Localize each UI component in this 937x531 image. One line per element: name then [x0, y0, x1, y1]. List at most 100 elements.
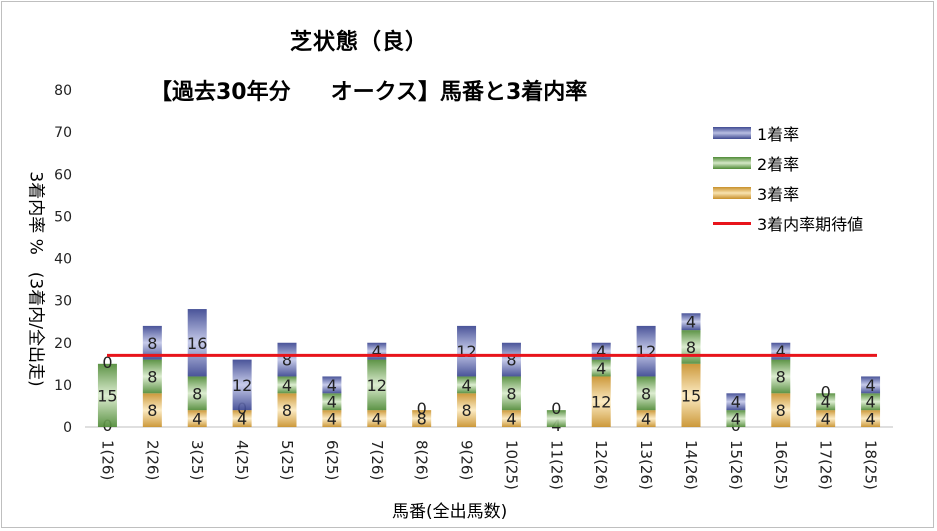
x-tick-label: 9(26) — [458, 440, 476, 480]
x-tick-label: 10(25) — [502, 440, 520, 490]
chart-subtitle-part-2: オークス】馬番と3着内率 — [330, 80, 588, 105]
data-label: 4 — [821, 410, 831, 429]
data-label: 4 — [372, 342, 382, 361]
data-label: 4 — [776, 342, 786, 361]
data-label: 12 — [636, 342, 656, 361]
data-label: 4 — [596, 342, 606, 361]
x-tick-label: 6(25) — [323, 440, 341, 480]
legend: 1着率 2着率 3着率 3着内率期待値 — [713, 118, 863, 238]
data-label: 4 — [596, 359, 606, 378]
bar-segment — [636, 376, 656, 411]
bar-segment — [97, 363, 117, 427]
legend-item-1st: 1着率 — [713, 118, 863, 148]
data-label: 8 — [282, 351, 292, 370]
bar-segment — [142, 393, 162, 427]
bar-segment — [277, 342, 297, 377]
x-tick-label: 14(26) — [682, 440, 700, 490]
bar-segment — [681, 363, 701, 427]
legend-item-expected: 3着内率期待値 — [713, 208, 863, 238]
bar-segment — [501, 410, 521, 427]
bar-segment — [367, 359, 387, 411]
data-label: 4 — [865, 393, 875, 412]
x-tick-label: 13(26) — [637, 440, 655, 490]
data-label: 4 — [327, 410, 337, 429]
legend-swatch-1st — [713, 127, 751, 139]
y-tick-label: 10 — [54, 378, 72, 394]
data-label: 15 — [681, 386, 701, 405]
bar-segment — [771, 393, 791, 427]
data-label: 8 — [282, 401, 292, 420]
data-label: 8 — [506, 384, 516, 403]
bar-segment — [501, 376, 521, 411]
data-label: 8 — [776, 401, 786, 420]
data-label: 4 — [641, 410, 651, 429]
data-label: 4 — [327, 376, 337, 395]
data-label: 15 — [97, 386, 117, 405]
data-label: 8 — [147, 334, 157, 353]
data-label: 8 — [192, 384, 202, 403]
bar-segment — [816, 410, 836, 427]
data-label: 4 — [282, 376, 292, 395]
bar-segment — [546, 410, 566, 427]
bar-segment — [681, 313, 701, 331]
data-label: 8 — [641, 384, 651, 403]
data-label: 4 — [865, 376, 875, 395]
data-label: 12 — [591, 393, 611, 412]
y-tick-label: 80 — [54, 83, 72, 99]
data-label: 8 — [147, 401, 157, 420]
x-tick-label: 18(25) — [862, 440, 880, 490]
y-tick-label: 40 — [54, 252, 72, 268]
bar-segment — [861, 410, 881, 427]
data-label: 0 — [821, 382, 831, 401]
bar-segment — [771, 359, 791, 394]
legend-label-expected: 3着内率期待値 — [757, 215, 864, 234]
legend-item-2nd: 2着率 — [713, 148, 863, 178]
bar-segment — [726, 393, 746, 411]
y-tick-label: 30 — [54, 294, 72, 310]
data-label: 4 — [686, 313, 696, 332]
bar-segment — [457, 376, 477, 394]
data-label: 4 — [461, 376, 471, 395]
bar-segment — [861, 376, 881, 394]
x-tick-label: 3(25) — [188, 440, 206, 480]
y-tick-label: 0 — [63, 420, 72, 436]
bar-segment — [142, 325, 162, 360]
legend-line-expected — [713, 221, 751, 225]
data-label: 4 — [372, 410, 382, 429]
data-label: 0 — [551, 399, 561, 418]
x-tick-label: 5(25) — [278, 440, 296, 480]
bar-segment — [591, 376, 611, 427]
data-label: 4 — [192, 410, 202, 429]
data-label: 12 — [456, 342, 476, 361]
x-tick-label: 17(26) — [817, 440, 835, 490]
legend-swatch-2nd — [713, 157, 751, 169]
x-axis-label: 馬番(全出馬数) — [392, 502, 508, 522]
y-axis-label: 3着内率 % (3着内/全出走) — [25, 171, 46, 387]
bar-segment — [412, 410, 432, 427]
x-tick-label: 7(26) — [368, 440, 386, 480]
bar-segment — [277, 393, 297, 427]
x-tick-label: 8(26) — [413, 440, 431, 480]
bar-segment — [277, 376, 297, 394]
y-tick-label: 60 — [54, 167, 72, 183]
bar-segment — [636, 325, 656, 377]
legend-label-3rd: 3着率 — [757, 185, 800, 204]
bar-segment — [367, 410, 387, 427]
data-label: 4 — [821, 393, 831, 412]
y-tick-label: 50 — [54, 209, 72, 225]
bar-segment — [457, 325, 477, 377]
bar-segment — [501, 342, 521, 377]
data-label: 4 — [237, 410, 247, 429]
chart-title: 芝状態（良） — [290, 30, 429, 55]
data-label: 4 — [731, 393, 741, 412]
data-label: 4 — [506, 410, 516, 429]
x-tick-label: 16(25) — [772, 440, 790, 490]
bar-segment — [322, 393, 342, 411]
data-label: 8 — [147, 367, 157, 386]
chart-subtitle: 【過去30年分 オークス】馬番と3着内率 — [150, 74, 587, 106]
data-label: 0 — [417, 399, 427, 418]
y-tick-label: 20 — [54, 336, 72, 352]
data-label: 12 — [232, 376, 252, 395]
bar-segment — [187, 376, 207, 411]
